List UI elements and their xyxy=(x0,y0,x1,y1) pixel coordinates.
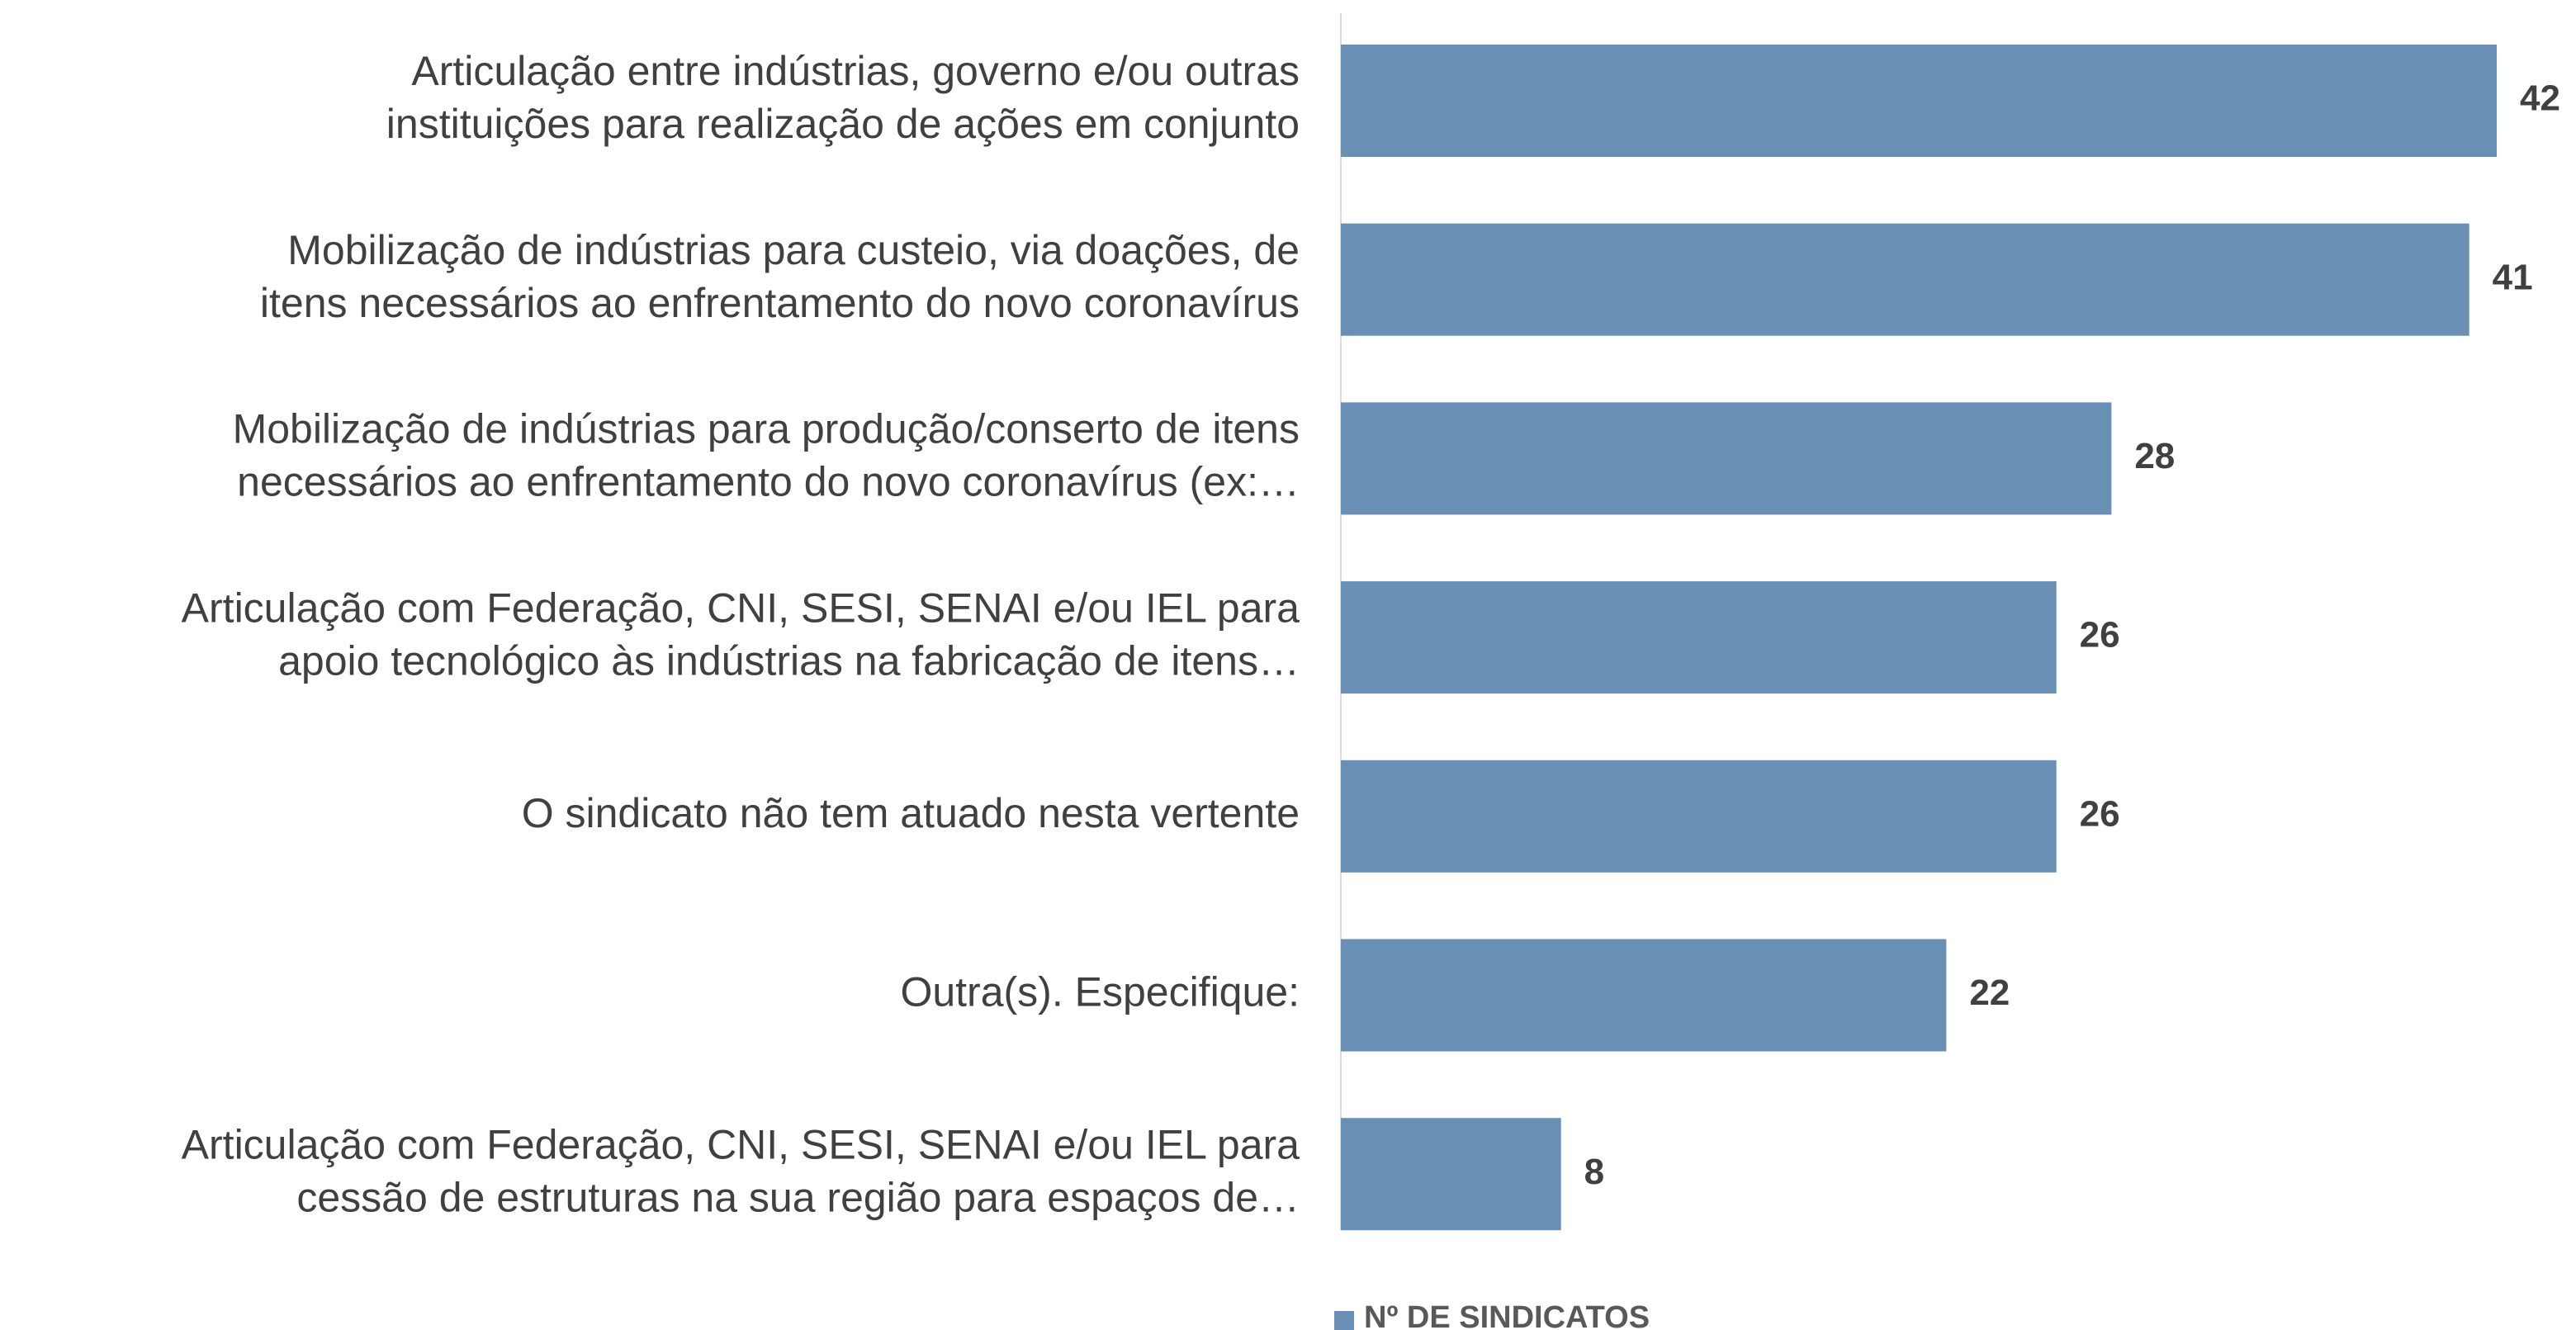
category-label: Articulação com Federação, CNI, SESI, SE… xyxy=(182,585,1300,631)
category-label: Mobilização de indústrias para produção/… xyxy=(233,406,1300,452)
category-label: O sindicato não tem atuado nesta vertent… xyxy=(522,790,1300,836)
category-label: Mobilização de indústrias para custeio, … xyxy=(287,227,1300,273)
category-label: necessários ao enfrentamento do novo cor… xyxy=(237,459,1300,505)
category-label: cessão de estruturas na sua região para … xyxy=(296,1174,1300,1220)
category-label: Articulação com Federação, CNI, SESI, SE… xyxy=(182,1121,1300,1167)
legend-label: Nº DE SINDICATOS xyxy=(1364,1300,1650,1330)
value-label: 26 xyxy=(2080,615,2120,656)
value-label: 42 xyxy=(2520,78,2560,119)
bar xyxy=(1341,223,2469,336)
category-label: Articulação entre indústrias, governo e/… xyxy=(411,48,1300,94)
bar xyxy=(1341,760,2057,873)
bar xyxy=(1341,581,2057,694)
value-label: 8 xyxy=(1584,1152,1604,1192)
category-label: Outra(s). Especifique: xyxy=(900,969,1300,1015)
legend-swatch xyxy=(1334,1311,1354,1330)
value-label: 22 xyxy=(1969,973,2010,1013)
category-label: instituições para realização de ações em… xyxy=(386,101,1300,147)
bar xyxy=(1341,1118,1561,1231)
category-label: apoio tecnológico às indústrias na fabri… xyxy=(278,637,1300,684)
bar xyxy=(1341,402,2112,515)
category-label: itens necessários ao enfrentamento do no… xyxy=(260,280,1300,326)
value-label: 28 xyxy=(2134,436,2175,476)
value-label: 41 xyxy=(2493,257,2533,297)
value-label: 26 xyxy=(2080,793,2120,834)
bar xyxy=(1341,939,1947,1052)
bar xyxy=(1341,45,2497,157)
